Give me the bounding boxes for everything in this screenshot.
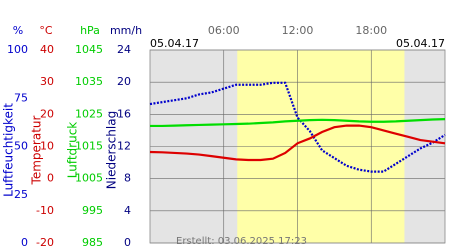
y-tick-label: 1045 — [75, 43, 103, 56]
series-line — [149, 81, 446, 173]
x-tick-label: 12:00 — [282, 24, 314, 37]
axis-unit: °C — [39, 24, 53, 37]
y-tick-label: 30 — [40, 75, 54, 88]
x-tick-label: 06:00 — [208, 24, 240, 37]
y-tick-label: 50 — [14, 140, 28, 153]
footer: Erstellt: 03.06.2025 17:23 — [176, 236, 307, 247]
y-tick-label: 1015 — [75, 140, 103, 153]
y-tick-label: 0 — [21, 236, 28, 249]
y-tick-label: 40 — [40, 43, 54, 56]
axis-unit: % — [13, 24, 23, 37]
axis-title: Niederschlag — [105, 111, 119, 189]
y-tick-label: 75 — [14, 91, 28, 104]
y-tick-label: 16 — [117, 107, 131, 120]
date-right: 05.04.17 — [396, 37, 445, 50]
y-tick-label: 1035 — [75, 75, 103, 88]
y-tick-label: 100 — [7, 43, 28, 56]
y-tick-label: 4 — [124, 204, 131, 217]
axis-title: Temperatur — [30, 115, 44, 185]
axis-title: Luftfeuchtigkeit — [2, 103, 16, 197]
y-tick-label: 0 — [47, 172, 54, 185]
y-tick-label: -10 — [36, 204, 54, 217]
y-tick-label: 25 — [14, 188, 28, 201]
date-left: 05.04.17 — [150, 37, 199, 50]
series-line — [150, 118, 446, 128]
x-tick-label: 18:00 — [355, 24, 387, 37]
series-line — [149, 124, 446, 162]
y-tick-label: 12 — [117, 140, 131, 153]
axis-title: Luftdruck — [66, 122, 80, 179]
y-tick-label: 8 — [124, 172, 131, 185]
y-tick-label: 1005 — [75, 172, 103, 185]
axis-unit: hPa — [80, 24, 100, 37]
y-tick-label: 20 — [40, 107, 54, 120]
y-tick-label: 20 — [117, 75, 131, 88]
y-tick-label: 10 — [40, 140, 54, 153]
y-tick-label: 985 — [82, 236, 103, 249]
y-tick-label: 995 — [82, 204, 103, 217]
plot-frame — [149, 49, 446, 244]
y-tick-label: 0 — [124, 236, 131, 249]
y-tick-label: 1025 — [75, 107, 103, 120]
axis-unit: mm/h — [110, 24, 142, 37]
y-tick-label: -20 — [36, 236, 54, 249]
y-tick-label: 24 — [117, 43, 131, 56]
